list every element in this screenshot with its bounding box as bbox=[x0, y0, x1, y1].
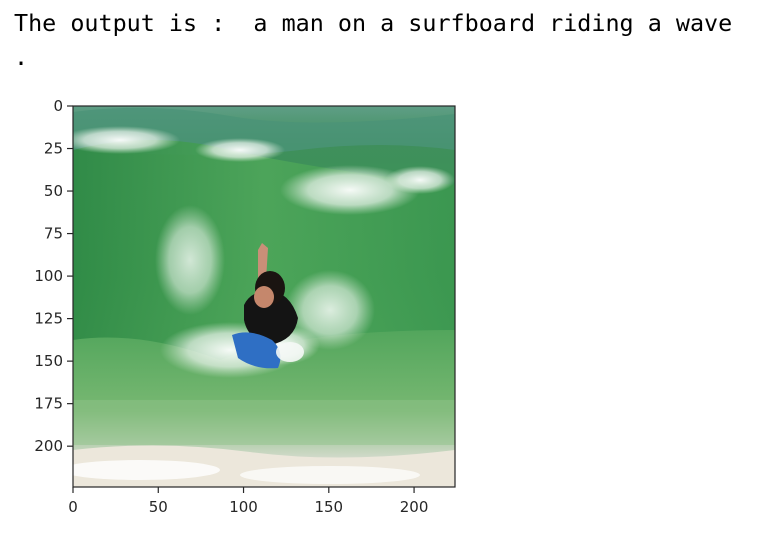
surfer-photo bbox=[73, 106, 455, 487]
x-tick-label: 50 bbox=[149, 498, 168, 516]
x-axis: 0 50 100 150 200 bbox=[68, 487, 428, 516]
y-tick-label: 75 bbox=[44, 225, 63, 243]
surfer-figure bbox=[232, 243, 304, 369]
y-tick-label: 175 bbox=[34, 395, 63, 413]
y-axis: 0 25 50 75 100 125 150 175 200 bbox=[34, 97, 73, 455]
output-text-continuation: . bbox=[14, 43, 29, 71]
x-tick-label: 150 bbox=[314, 498, 343, 516]
y-tick-label: 200 bbox=[34, 437, 63, 455]
x-tick-label: 0 bbox=[68, 498, 78, 516]
plot-frame bbox=[72, 105, 456, 488]
y-tick-label: 100 bbox=[34, 267, 63, 285]
x-tick-label: 100 bbox=[229, 498, 258, 516]
y-tick-label: 50 bbox=[44, 182, 63, 200]
output-text-line: The output is : a man on a surfboard rid… bbox=[14, 9, 733, 37]
y-tick-label: 125 bbox=[34, 310, 63, 328]
y-tick-label: 150 bbox=[34, 352, 63, 370]
y-tick-label: 0 bbox=[53, 97, 63, 115]
x-tick-label: 200 bbox=[400, 498, 429, 516]
y-tick-label: 25 bbox=[44, 140, 63, 158]
